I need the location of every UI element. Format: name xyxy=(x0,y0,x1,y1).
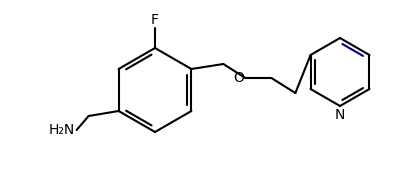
Text: N: N xyxy=(335,108,345,122)
Text: H₂N: H₂N xyxy=(48,123,75,137)
Text: O: O xyxy=(234,71,244,85)
Text: F: F xyxy=(151,13,159,27)
